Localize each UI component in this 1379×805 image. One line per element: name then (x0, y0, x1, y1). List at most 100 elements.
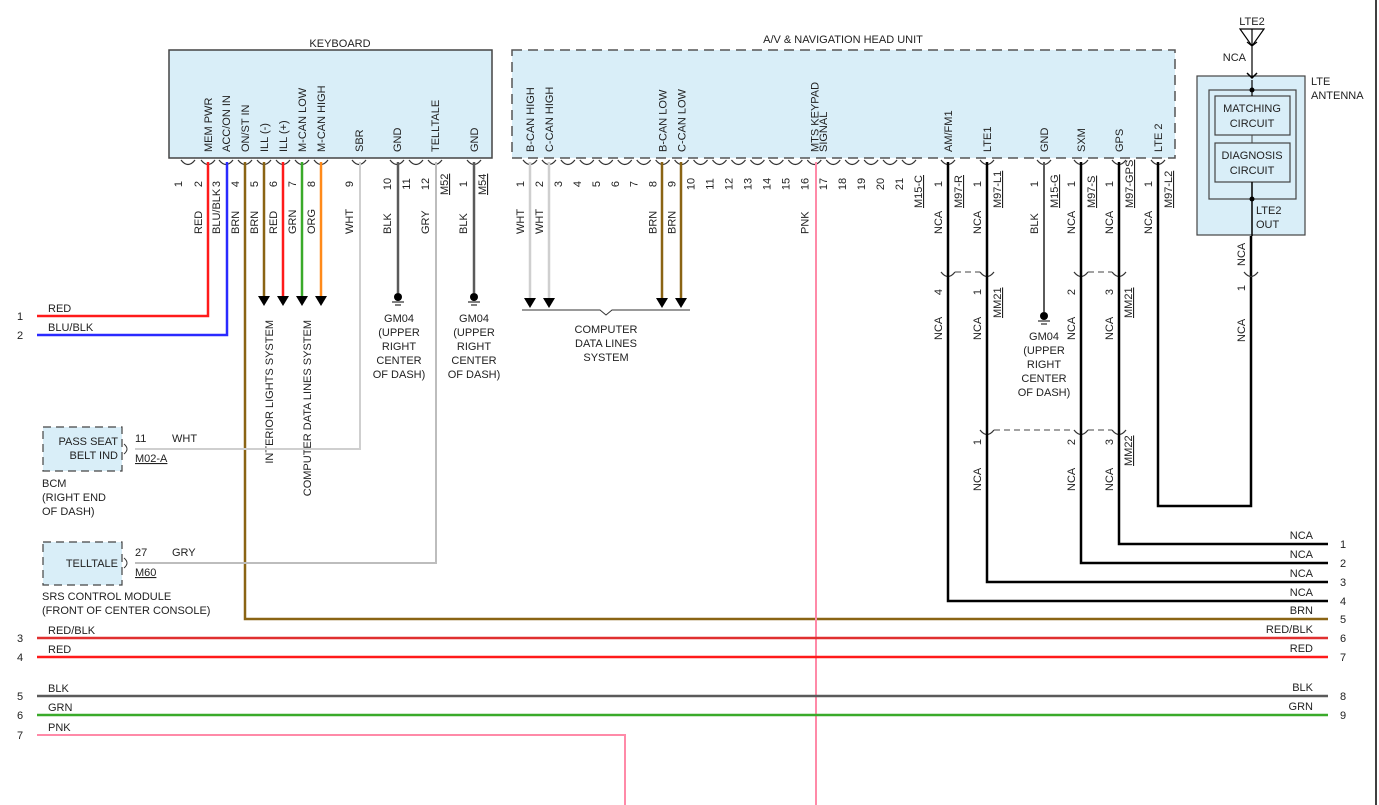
pin-number: 1 (1236, 285, 1248, 291)
wire-color-label: WHT (515, 209, 527, 234)
wire-label: NCA (1236, 242, 1248, 266)
wire-label: BLK (1029, 213, 1041, 234)
wire-color-label: RED (268, 211, 280, 234)
line-number: 6 (17, 710, 23, 722)
wire-color-label: WHT (344, 209, 356, 234)
connector-pin-cavity (636, 159, 652, 166)
line-number: 5 (1340, 614, 1346, 626)
wire-color-label: BLK (1292, 682, 1313, 694)
junction-dot (1249, 87, 1255, 93)
ground-location: CENTER (451, 355, 496, 367)
connector-id: M97-GPS (1124, 160, 1136, 208)
pin-number: 2 (1066, 439, 1078, 445)
wire-label: NCA (1143, 210, 1155, 234)
wire-color-label: RED/BLK (48, 625, 96, 637)
connector-id: M15-C (913, 175, 925, 208)
arrow-down-icon (656, 298, 668, 308)
computer-data-lines-label: COMPUTER DATA LINES SYSTEM (302, 320, 314, 496)
matching-circuit-label: MATCHING (1223, 103, 1281, 115)
pin-number: 1 (458, 181, 470, 187)
connector-pin-cavity (749, 159, 765, 166)
connector-id: M02-A (135, 453, 168, 465)
interior-lights-label: INTERIOR LIGHTS SYSTEM (264, 320, 276, 464)
pin-function: SIGNAL (818, 112, 830, 152)
ground-icon (470, 293, 478, 301)
pin-function: LTE1 (982, 127, 994, 152)
line-number: 4 (17, 652, 23, 664)
pin-number: 1 (972, 439, 984, 445)
pin-function: ILL (+) (278, 120, 290, 152)
line-number: 2 (1340, 558, 1346, 570)
wire-label: NCA (1066, 467, 1078, 491)
computer-data-lines-label: DATA LINES (575, 338, 637, 350)
matching-circuit-label: CIRCUIT (1230, 118, 1275, 130)
line-number: 2 (17, 330, 23, 342)
bcm-label: (RIGHT END (42, 492, 106, 504)
wire-label: NCA (933, 316, 945, 340)
pin-number: 15 (780, 178, 792, 190)
arrow-down-icon (675, 298, 687, 308)
antenna-wire-label: NCA (1223, 52, 1247, 64)
ground-label: GM04 (1029, 331, 1059, 343)
connector-id: M97-S (1086, 176, 1098, 208)
pin-function: B-CAN HIGH (525, 87, 537, 152)
wire-color-label: BRN (667, 211, 679, 234)
pin-function: ACC/ON IN (221, 95, 233, 152)
bcm-pin-function: PASS SEAT (58, 436, 118, 448)
connector-pin-cavity (408, 159, 424, 166)
ground-location: CENTER (376, 355, 421, 367)
line-number: 7 (1340, 652, 1346, 664)
pin-function: ON/ST IN (240, 104, 252, 152)
connector-pin-cavity (123, 443, 128, 455)
pin-number: 17 (818, 178, 830, 190)
connector-pin-cavity (730, 159, 746, 166)
arrow-down-icon (296, 296, 308, 306)
line-number: 5 (17, 691, 23, 703)
bracket (522, 309, 690, 316)
pin-function: GPS (1114, 129, 1126, 152)
pin-number: 13 (742, 178, 754, 190)
lte2-out-label: LTE2 (1256, 205, 1281, 217)
pin-number: 12 (420, 178, 432, 190)
wire-color-label: GRN (1289, 701, 1314, 713)
connector-id: MM21 (1123, 287, 1135, 318)
wire-color-label: BLU/BLK (48, 322, 94, 334)
ground-icon (394, 293, 402, 301)
wire-label: NCA (1104, 210, 1116, 234)
lte-antenna-title: ANTENNA (1311, 90, 1364, 102)
pin-number: 1 (972, 181, 984, 187)
ground-location: OF DASH) (1018, 387, 1071, 399)
pin-number: 4 (572, 181, 584, 187)
wire-nca (946, 162, 1328, 603)
pin-number: 9 (667, 181, 679, 187)
wire-label: NCA (972, 316, 984, 340)
wire-red (37, 162, 210, 318)
wire-label: NCA (1236, 318, 1248, 342)
bcm-module (42, 426, 123, 472)
wire-color-label: WHT (172, 433, 197, 445)
wire-color-label: RED (193, 211, 205, 234)
wire-color-label: BRN (1290, 605, 1313, 617)
wire-color-label: PNK (799, 211, 811, 234)
pin-number: 2 (1066, 289, 1078, 295)
srs-module (42, 541, 123, 586)
wire-color-label: BRN (230, 211, 242, 234)
pin-number: 9 (344, 181, 356, 187)
pin-number: 1 (1066, 181, 1078, 187)
connector-pin-cavity (863, 159, 879, 166)
wire-color-label: BLK (382, 213, 394, 234)
wire-color-label: NCA (1290, 587, 1314, 599)
lte2-out-label: OUT (1256, 219, 1280, 231)
wire-label: NCA (1104, 316, 1116, 340)
wire-color-label: WHT (534, 209, 546, 234)
wire-color-label: BRN (249, 211, 261, 234)
wire-color-label: PNK (48, 722, 71, 734)
pin-function: GND (1039, 128, 1051, 153)
ground-location: (UPPER (453, 327, 495, 339)
connector-id: MM21 (992, 287, 1004, 318)
pin-function: B-CAN LOW (658, 89, 670, 152)
pin-number: 19 (856, 178, 868, 190)
pin-number: 12 (723, 178, 735, 190)
connector-pin-cavity (560, 159, 576, 166)
connector-pin-cavity (787, 159, 803, 166)
